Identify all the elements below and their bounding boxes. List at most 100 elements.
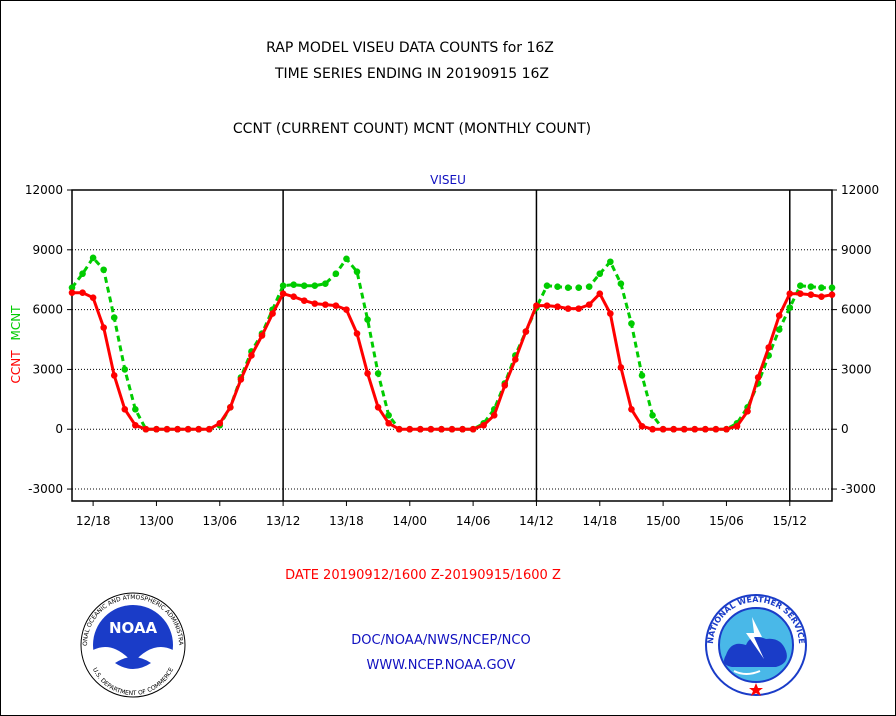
data-point-ccnt [744, 407, 751, 415]
data-point-ccnt [691, 425, 699, 433]
data-point-mcnt [79, 270, 86, 278]
data-point-mcnt [374, 370, 382, 377]
data-point-ccnt [269, 310, 276, 317]
data-point-mcnt [100, 266, 107, 274]
data-point-mcnt [828, 284, 836, 291]
data-point-mcnt [121, 366, 129, 373]
data-point-mcnt [311, 282, 319, 289]
data-point-mcnt [385, 411, 392, 419]
data-point-mcnt [290, 281, 297, 288]
data-point-ccnt [438, 425, 445, 433]
data-point-ccnt [279, 290, 287, 297]
data-point-mcnt [322, 280, 329, 287]
org-label: DOC/NOAA/NWS/NCEP/NCO [351, 633, 530, 648]
x-tick-label: 13/18 [329, 514, 364, 528]
data-point-ccnt [807, 291, 815, 298]
data-point-ccnt [522, 328, 530, 335]
y-tick-label-right: 9000 [841, 243, 872, 257]
data-point-ccnt [723, 425, 730, 433]
y-tick-label-left: 12000 [25, 183, 63, 197]
data-point-ccnt [607, 310, 614, 317]
x-tick-label: 15/12 [772, 514, 807, 528]
data-point-mcnt [353, 268, 361, 276]
chart-title-line3: CCNT (CURRENT COUNT) MCNT (MONTHLY COUNT… [233, 121, 591, 137]
y-axis-label-mcnt: MCNT [9, 305, 23, 341]
data-point-ccnt [311, 300, 319, 307]
data-point-ccnt [585, 301, 593, 308]
data-point-ccnt [406, 425, 414, 433]
data-point-ccnt [184, 425, 192, 433]
y-tick-label-right: 0 [841, 422, 849, 436]
data-point-ccnt [797, 290, 804, 297]
data-point-mcnt [554, 283, 561, 290]
data-point-ccnt [417, 425, 424, 433]
data-point-mcnt [786, 304, 794, 311]
data-point-ccnt [174, 425, 181, 433]
data-point-ccnt [765, 344, 772, 351]
x-tick-label: 14/00 [392, 514, 427, 528]
data-point-ccnt [290, 293, 297, 300]
data-point-ccnt [670, 425, 677, 433]
x-tick-label: 13/06 [202, 514, 237, 528]
y-tick-label-right: -3000 [841, 482, 876, 496]
y-axis-label-ccnt: CCNT [9, 350, 23, 384]
data-point-ccnt [216, 419, 224, 427]
data-point-ccnt [480, 421, 487, 429]
data-point-ccnt [79, 289, 86, 296]
x-tick-label: 12/18 [76, 514, 111, 528]
date-range-label: DATE 20190912/1600 Z-20190915/1600 Z [285, 568, 561, 583]
data-point-ccnt [459, 425, 466, 433]
y-tick-label-left: 9000 [32, 243, 63, 257]
data-point-mcnt [132, 405, 139, 413]
data-point-mcnt [649, 411, 656, 419]
y-tick-label-right: 12000 [841, 183, 879, 197]
data-point-ccnt [469, 425, 477, 433]
chart-station-label: VISEU [430, 173, 466, 187]
data-point-ccnt [227, 404, 234, 411]
x-tick-label: 15/00 [646, 514, 681, 528]
data-point-mcnt [596, 270, 604, 278]
data-point-ccnt [775, 312, 783, 319]
data-point-mcnt [279, 282, 287, 289]
nws-logo: NATIONAL WEATHER SERVICE [705, 594, 807, 696]
data-point-ccnt [427, 425, 435, 433]
data-point-ccnt [490, 411, 498, 419]
data-point-ccnt [163, 425, 171, 433]
y-tick-label-right: 6000 [841, 303, 872, 317]
data-point-ccnt [89, 294, 97, 301]
data-point-mcnt [585, 283, 593, 290]
data-point-mcnt [343, 255, 350, 263]
data-point-ccnt [132, 421, 139, 429]
data-point-ccnt [153, 425, 160, 433]
data-point-ccnt [649, 425, 656, 433]
data-point-mcnt [797, 282, 804, 289]
data-point-mcnt [89, 254, 97, 262]
data-point-ccnt [68, 289, 76, 296]
data-point-ccnt [754, 374, 762, 381]
x-tick-label: 14/18 [582, 514, 617, 528]
data-point-ccnt [343, 306, 350, 313]
y-tick-label-left: 3000 [32, 362, 63, 376]
plot-border [71, 189, 833, 502]
y-tick-label-right: 3000 [841, 362, 872, 376]
data-point-ccnt [680, 425, 688, 433]
data-point-ccnt [142, 425, 150, 433]
y-tick-label-left: 6000 [32, 303, 63, 317]
url-link[interactable]: WWW.NCEP.NOAA.GOV [367, 658, 516, 673]
data-point-mcnt [300, 282, 308, 289]
data-point-mcnt [818, 284, 825, 291]
data-point-ccnt [501, 382, 509, 389]
data-point-mcnt [564, 284, 572, 291]
data-point-ccnt [205, 425, 213, 433]
data-point-ccnt [617, 364, 625, 371]
series-line-mcnt [70, 256, 832, 431]
data-point-ccnt [786, 290, 794, 297]
data-point-ccnt [733, 422, 741, 430]
x-tick-label: 13/00 [139, 514, 174, 528]
data-point-ccnt [374, 404, 382, 411]
data-point-ccnt [533, 302, 540, 309]
data-point-ccnt [596, 290, 604, 297]
data-point-ccnt [575, 305, 582, 312]
data-point-ccnt [564, 305, 572, 312]
